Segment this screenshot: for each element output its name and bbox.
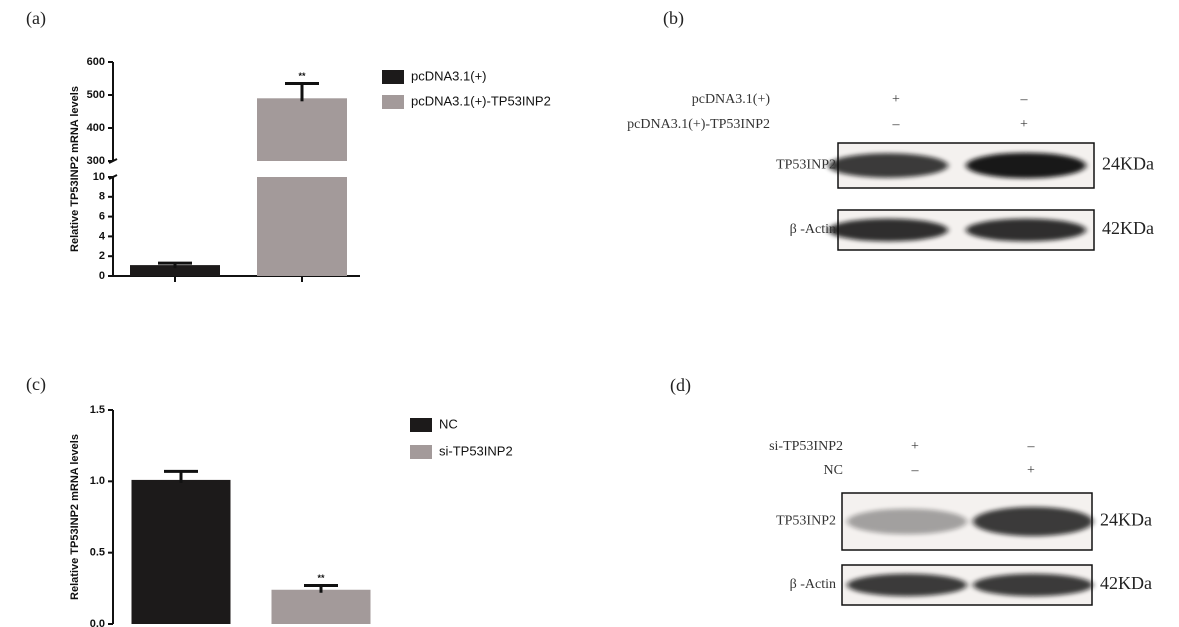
lane-sign: + xyxy=(1027,463,1035,478)
y-tick-label: 0 xyxy=(99,270,105,282)
y-tick-label: 300 xyxy=(87,155,105,167)
y-tick-label: 10 xyxy=(93,171,105,183)
lane-sign: + xyxy=(892,92,900,107)
y-tick-label: 8 xyxy=(99,191,105,203)
legend-swatch xyxy=(410,418,432,432)
panel-label: (a) xyxy=(26,8,46,29)
condition-label: si-TP53INP2 xyxy=(769,439,843,454)
band-size: 24KDa xyxy=(1100,510,1152,530)
condition-label: NC xyxy=(824,463,843,478)
panel-label: (c) xyxy=(26,374,46,395)
lane-sign: + xyxy=(911,439,919,454)
band xyxy=(828,219,948,242)
legend-label: NC xyxy=(439,416,458,431)
legend-swatch xyxy=(382,70,404,84)
lane-sign: – xyxy=(892,117,901,132)
y-tick-label: 2 xyxy=(99,250,105,262)
band xyxy=(966,219,1086,242)
y-tick-label: 400 xyxy=(87,122,105,134)
band xyxy=(973,574,1093,596)
significance: ** xyxy=(317,573,325,583)
figure: (a) (b) (c) (d) 0 2 4 6 8 10 300 400 500 600 Relat… xyxy=(0,0,1179,627)
condition-label: pcDNA3.1(+)-TP53INP2 xyxy=(627,117,770,132)
panel-label: (d) xyxy=(670,375,691,396)
lane-sign: – xyxy=(911,463,920,478)
legend-label: pcDNA3.1(+) xyxy=(411,68,487,83)
lane-sign: – xyxy=(1020,92,1029,107)
band-label: β -Actin xyxy=(790,222,836,237)
band xyxy=(828,153,948,177)
band-size: 42KDa xyxy=(1100,573,1152,593)
legend-label: pcDNA3.1(+)-TP53INP2 xyxy=(411,93,551,108)
significance: ** xyxy=(298,71,306,81)
bar xyxy=(132,480,231,624)
bar xyxy=(257,177,347,276)
y-tick-label: 6 xyxy=(99,211,105,223)
band-label: TP53INP2 xyxy=(776,514,836,529)
band-size: 24KDa xyxy=(1102,154,1154,174)
band xyxy=(966,153,1086,179)
lane-sign: – xyxy=(1027,439,1036,454)
band xyxy=(973,507,1093,536)
legend-swatch xyxy=(410,445,432,459)
band xyxy=(847,509,967,535)
y-tick-label: 0.0 xyxy=(90,618,105,627)
band-label: TP53INP2 xyxy=(776,158,836,173)
y-axis-label: Relative TP53INP2 mRNA levels xyxy=(69,434,81,600)
band xyxy=(847,574,967,596)
y-tick-label: 500 xyxy=(87,89,105,101)
y-tick-label: 4 xyxy=(99,230,106,242)
band-label: β -Actin xyxy=(790,577,836,592)
y-tick-label: 0.5 xyxy=(90,547,105,559)
legend-label: si-TP53INP2 xyxy=(439,443,513,458)
y-tick-label: 1.5 xyxy=(90,404,105,416)
bar xyxy=(257,98,347,161)
y-tick-label: 600 xyxy=(87,56,105,68)
lane-sign: + xyxy=(1020,117,1028,132)
panel-label: (b) xyxy=(663,8,684,29)
condition-label: pcDNA3.1(+) xyxy=(692,92,771,107)
y-axis-label: Relative TP53INP2 mRNA levels xyxy=(69,86,81,252)
band-size: 42KDa xyxy=(1102,218,1154,238)
legend-swatch xyxy=(382,95,404,109)
y-tick-label: 1.0 xyxy=(90,475,105,487)
bar xyxy=(272,590,371,624)
